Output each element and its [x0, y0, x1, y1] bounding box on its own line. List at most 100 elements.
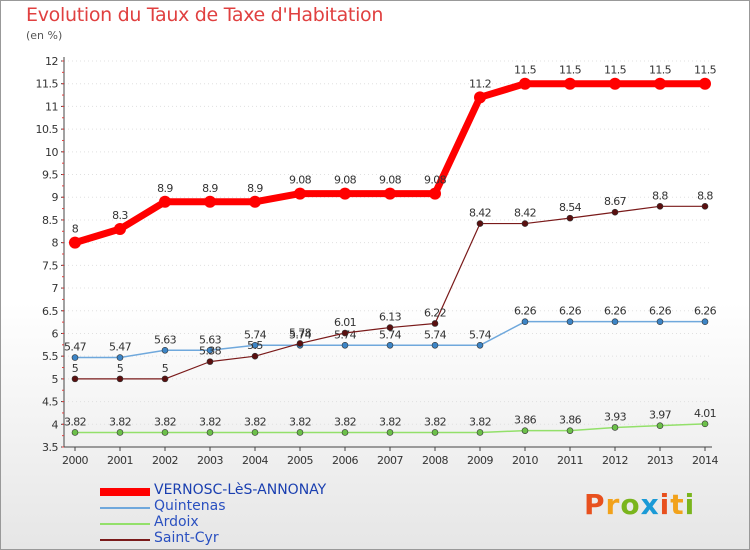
data-point — [521, 220, 529, 227]
data-label: 8.54 — [559, 201, 582, 214]
data-label: 5.38 — [199, 345, 222, 358]
data-label: 8.9 — [202, 182, 218, 195]
x-tick-label: 2001 — [107, 454, 133, 467]
data-label: 8.8 — [652, 189, 668, 202]
data-point — [431, 341, 439, 349]
data-point — [341, 329, 349, 337]
data-point — [431, 429, 439, 436]
chart-subtitle: (en %) — [26, 29, 63, 42]
legend-swatch — [100, 488, 150, 496]
legend-swatch — [100, 507, 150, 509]
x-tick-label: 2005 — [287, 454, 313, 467]
y-tick-label: 6 — [52, 327, 59, 340]
data-point — [519, 77, 531, 90]
data-label: 9.08 — [334, 174, 357, 187]
data-label: 5 — [162, 362, 169, 375]
data-point — [611, 208, 619, 216]
data-point — [654, 77, 666, 90]
data-label: 3.93 — [604, 410, 627, 423]
y-tick-label: 9.5 — [42, 169, 58, 182]
y-tick-label: 12 — [45, 55, 58, 68]
data-label: 9.08 — [379, 174, 402, 187]
logo-letter: t — [670, 488, 685, 521]
data-point — [296, 340, 304, 347]
data-label: 6.26 — [694, 305, 717, 318]
data-label: 5.5 — [247, 339, 263, 352]
y-tick-label: 4.5 — [42, 396, 58, 409]
data-label: 3.82 — [154, 415, 176, 428]
data-point — [566, 427, 574, 434]
data-point — [476, 341, 484, 349]
data-point — [339, 187, 351, 200]
data-point — [161, 375, 169, 383]
data-point — [386, 324, 394, 331]
data-point — [341, 341, 349, 349]
data-label: 3.82 — [199, 415, 221, 428]
data-label: 9.08 — [289, 174, 312, 187]
data-label: 3.82 — [109, 415, 131, 428]
data-label: 11.5 — [694, 64, 717, 77]
x-tick-label: 2000 — [62, 454, 88, 467]
data-point — [656, 422, 664, 429]
data-label: 8.42 — [469, 207, 491, 220]
logo-letter: i — [659, 488, 671, 521]
data-label: 5.63 — [199, 333, 222, 346]
y-tick-label: 7 — [52, 282, 59, 295]
data-point — [116, 375, 124, 383]
data-point — [656, 318, 664, 325]
data-label: 8.9 — [247, 182, 263, 195]
data-label: 5.74 — [289, 328, 312, 341]
x-tick-label: 2012 — [602, 454, 628, 467]
data-point — [69, 236, 81, 249]
data-point — [384, 187, 396, 200]
data-label: 11.2 — [469, 77, 491, 90]
data-label: 5.47 — [109, 341, 132, 354]
data-point — [116, 354, 124, 361]
data-label: 8 — [72, 223, 79, 236]
legend-label: Saint-Cyr — [154, 530, 219, 546]
series-line-3 — [75, 205, 705, 380]
data-point — [161, 346, 169, 354]
y-tick-label: 5.5 — [42, 350, 58, 363]
x-tick-label: 2008 — [422, 454, 448, 467]
data-point — [476, 429, 484, 436]
data-label: 3.82 — [289, 415, 311, 428]
y-tick-label: 10.5 — [36, 123, 59, 136]
data-label: 3.82 — [424, 415, 446, 428]
x-tick-label: 2007 — [377, 454, 403, 467]
logo-letter: x — [640, 488, 660, 521]
data-point — [251, 341, 259, 349]
legend-swatch — [100, 539, 150, 541]
legend-label: Ardoix — [154, 514, 199, 530]
data-point — [71, 375, 79, 383]
data-label: 11.5 — [559, 64, 582, 77]
data-point — [341, 429, 349, 436]
data-label: 8.8 — [697, 189, 713, 202]
data-label: 5.63 — [154, 333, 177, 346]
data-label: 3.86 — [514, 414, 537, 427]
data-label: 6.26 — [559, 305, 582, 318]
data-point — [566, 214, 574, 222]
data-label: 5 — [117, 362, 124, 375]
data-point — [611, 318, 619, 325]
y-tick-label: 6.5 — [42, 305, 58, 318]
data-label: 8.67 — [604, 195, 627, 208]
y-tick-label: 7.5 — [42, 259, 58, 272]
data-label: 3.82 — [64, 415, 86, 428]
data-point — [251, 352, 259, 360]
data-point — [611, 424, 619, 431]
data-label: 6.13 — [379, 311, 402, 324]
y-tick-label: 4 — [52, 418, 59, 431]
data-point — [701, 420, 709, 428]
data-label: 6.22 — [424, 306, 446, 319]
data-label: 6.26 — [649, 305, 672, 318]
data-point — [159, 195, 171, 208]
data-point — [206, 429, 214, 436]
data-point — [521, 427, 529, 434]
y-tick-label: 9 — [52, 191, 59, 204]
y-tick-label: 3.5 — [42, 441, 58, 454]
y-tick-label: 8.5 — [42, 214, 58, 227]
y-tick-label: 8 — [52, 237, 59, 250]
data-label: 3.86 — [559, 414, 582, 427]
